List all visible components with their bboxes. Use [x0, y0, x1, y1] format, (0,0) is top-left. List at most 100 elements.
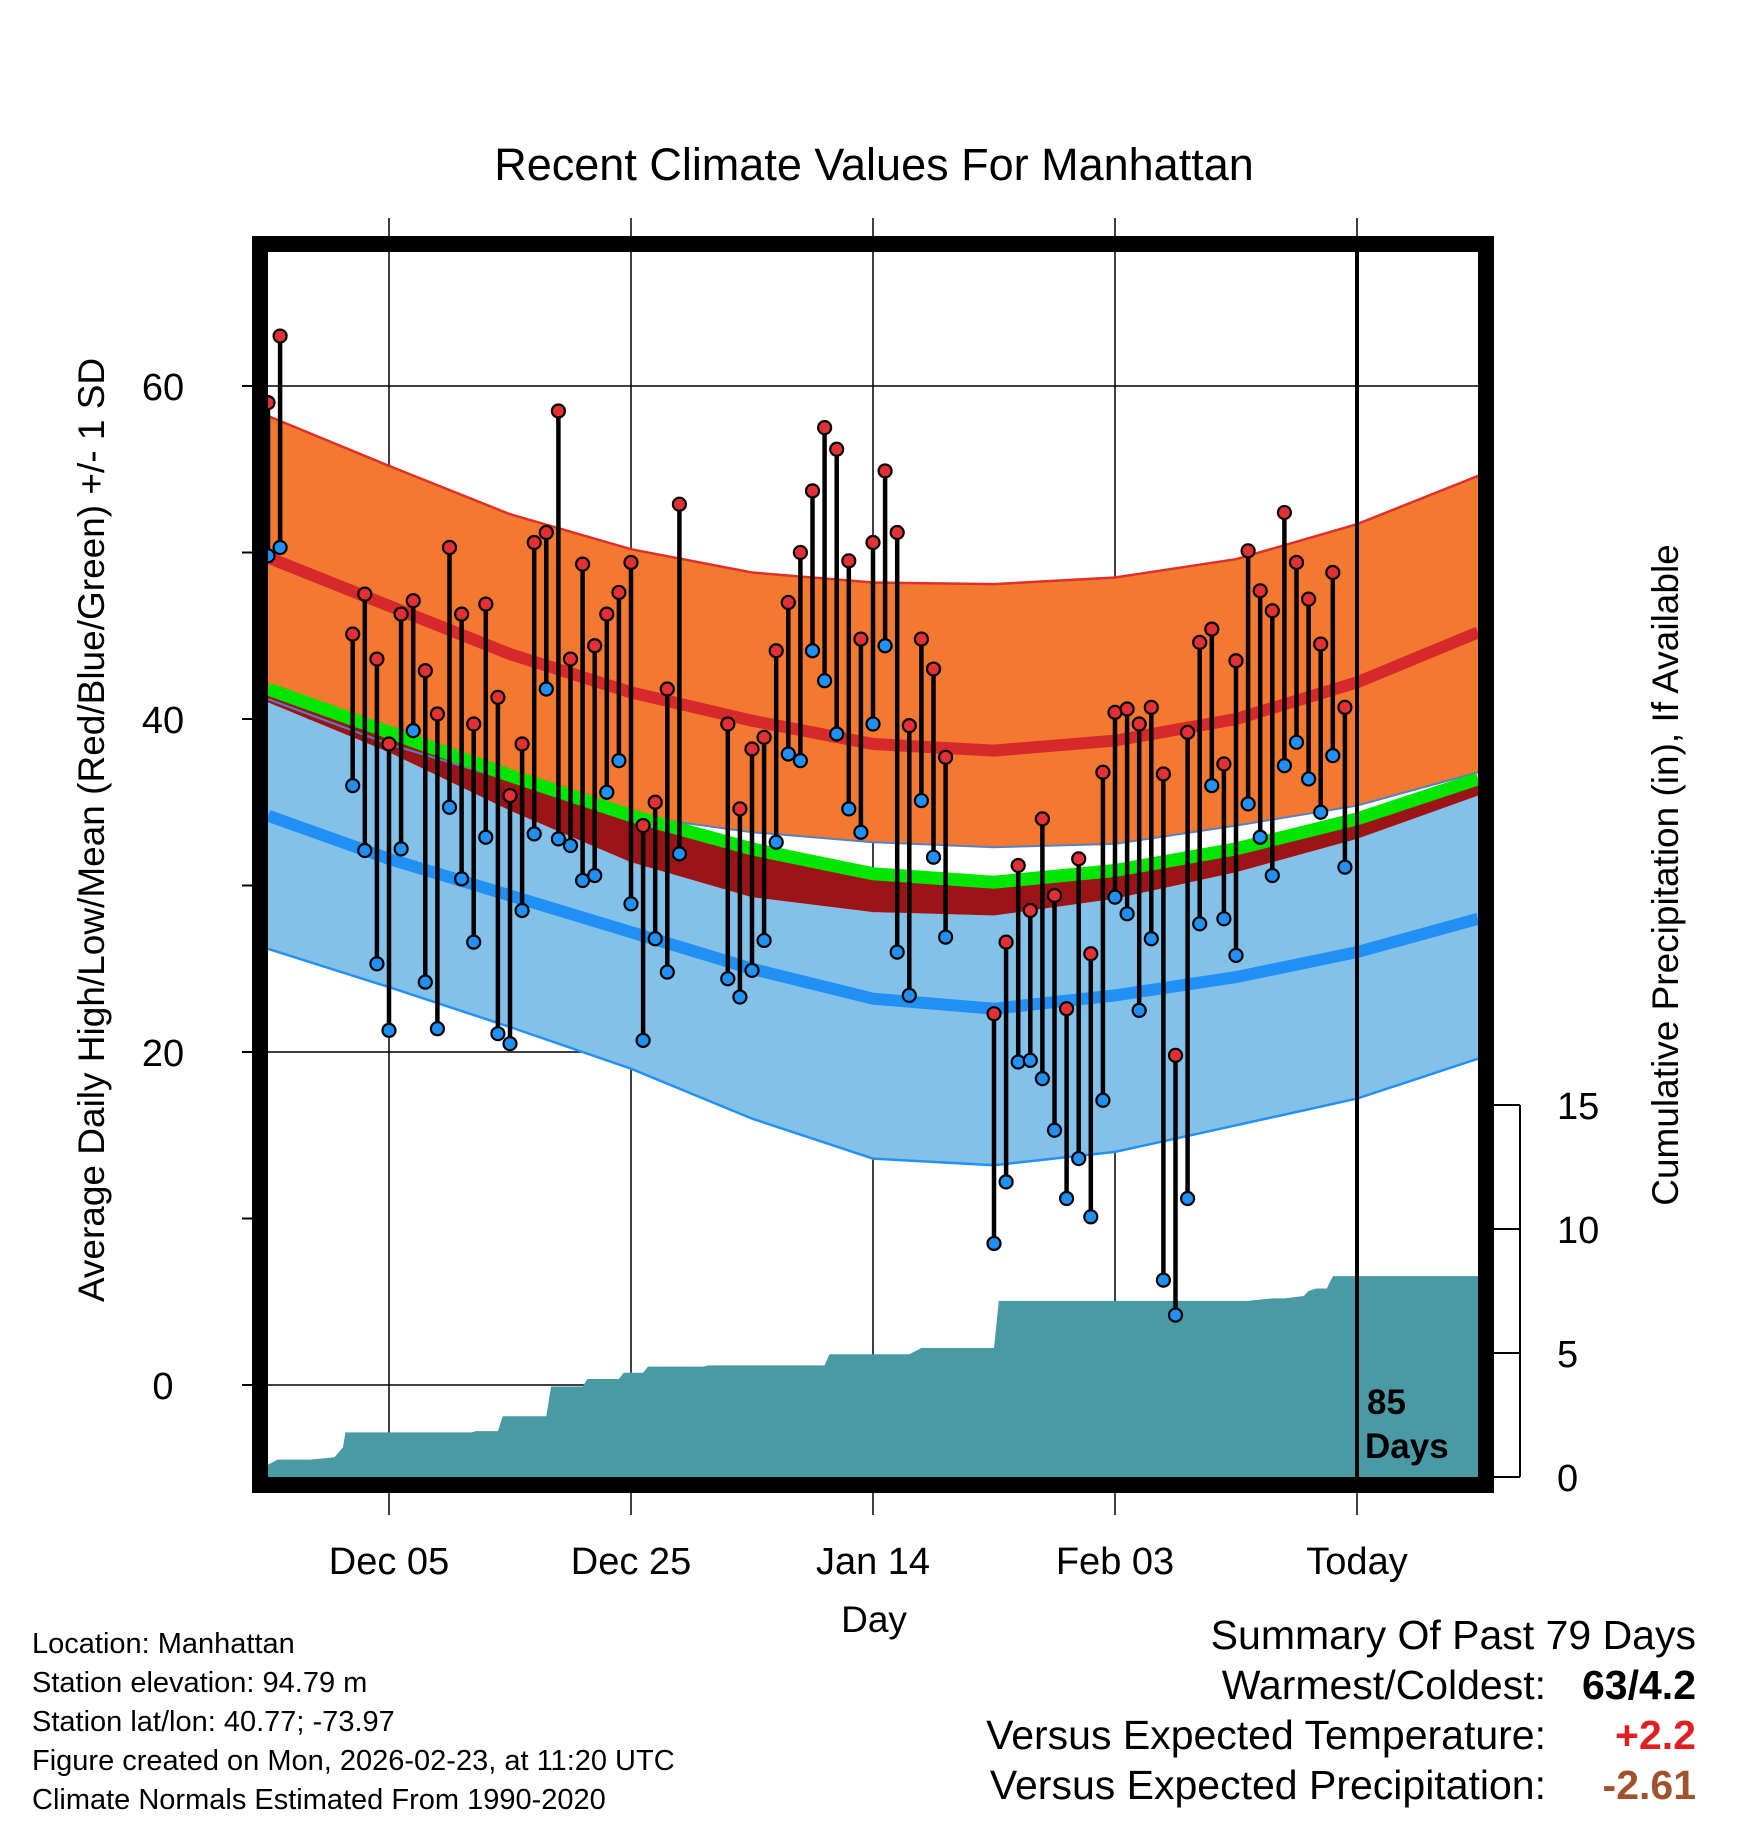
obs-high-point [357, 586, 373, 602]
obs-high-point [562, 651, 579, 667]
obs-low-point [1083, 1209, 1099, 1225]
obs-low-point [393, 841, 409, 857]
obs-high-point [816, 420, 833, 436]
summary-warm-cold: Warmest/Coldest: 63/4.2 [986, 1660, 1696, 1710]
obs-low-point [1119, 906, 1135, 922]
obs-low-point [1216, 911, 1232, 927]
obs-high-point [1071, 851, 1087, 867]
obs-low-point [1264, 867, 1280, 884]
obs-low-point [635, 1032, 651, 1048]
obs-high-point [1119, 701, 1135, 717]
summary-title-text: Summary Of Past 79 Days [1210, 1612, 1696, 1658]
obs-high-point [671, 496, 688, 512]
today-days-count: 85 [1367, 1383, 1406, 1422]
obs-high-point [1034, 811, 1051, 827]
obs-low-point [502, 1036, 518, 1052]
obs-high-point [829, 441, 845, 457]
obs-high-point [478, 596, 494, 612]
obs-high-point [611, 584, 627, 601]
precip-anomaly-label: Versus Expected Precipitation: [989, 1762, 1546, 1808]
obs-high-point [1300, 591, 1317, 607]
obs-high-point [756, 729, 772, 745]
obs-low-point [732, 989, 748, 1005]
obs-high-point [1204, 621, 1220, 637]
obs-low-point [1155, 1272, 1172, 1288]
obs-low-point [587, 867, 603, 884]
station-info: Location: Manhattan Station elevation: 9… [32, 1625, 675, 1820]
observations [260, 328, 1353, 1323]
obs-high-point [744, 741, 760, 757]
obs-high-point [986, 1006, 1002, 1022]
obs-high-point [1058, 1001, 1075, 1017]
obs-low-point [490, 1026, 506, 1042]
obs-low-point [841, 801, 857, 817]
obs-low-point [623, 896, 639, 912]
obs-low-point [1276, 758, 1293, 774]
obs-low-point [272, 539, 288, 556]
obs-high-point [768, 643, 784, 659]
obs-low-point [901, 987, 917, 1003]
obs-low-point [768, 834, 784, 850]
obs-low-point [454, 871, 470, 887]
obs-high-point [1131, 716, 1147, 732]
obs-low-point [369, 956, 385, 972]
obs-high-point [417, 663, 433, 679]
obs-high-point [877, 463, 893, 479]
temp-anomaly-label: Versus Expected Temperature: [986, 1712, 1546, 1758]
mean-line [268, 682, 1478, 889]
obs-high-point [429, 706, 445, 722]
obs-low-point [1240, 796, 1256, 812]
x-tick-label: Dec 25 [571, 1541, 691, 1583]
x-tick-label: Jan 14 [816, 1541, 930, 1583]
axis-ticks: 0 20 40 60 0 5 10 15 Dec 05 Dec 25 Jan 14 Feb 03 Tod… [142, 367, 1599, 1583]
obs-high-point [1288, 554, 1305, 571]
obs-high-point [780, 594, 796, 611]
obs-high-point [792, 544, 809, 561]
obs-low-point [1034, 1071, 1051, 1087]
obs-low-point [345, 777, 361, 794]
latlon-text: Station lat/lon: 40.77; -73.97 [32, 1706, 395, 1738]
x-axis-label: Day [841, 1599, 907, 1640]
obs-low-point [744, 962, 760, 979]
obs-low-point [526, 826, 542, 842]
obs-low-point [1337, 859, 1353, 875]
obs-high-point [1337, 699, 1353, 715]
y2-tick-label: 5 [1557, 1334, 1578, 1376]
obs-high-point [804, 483, 821, 499]
obs-low-point [829, 726, 845, 742]
high-mean-line [268, 551, 1478, 757]
obs-high-point [1155, 766, 1172, 782]
y-tick-label: 0 [152, 1366, 173, 1408]
obs-high-point [1143, 699, 1159, 715]
summary-precip: Versus Expected Precipitation: -2.61 [986, 1760, 1696, 1810]
obs-low-point [417, 974, 433, 990]
y2-axis-label: Cumulative Precipitation (in), If Availa… [1645, 544, 1686, 1206]
obs-low-point [357, 842, 373, 859]
obs-low-point [550, 831, 567, 847]
obs-low-point [1167, 1307, 1184, 1323]
summary-panel: Summary Of Past 79 Days Warmest/Coldest:… [986, 1610, 1696, 1810]
obs-high-point [454, 606, 470, 622]
obs-high-point [369, 651, 385, 667]
summary-title: Summary Of Past 79 Days [986, 1610, 1696, 1660]
obs-high-point [841, 553, 857, 569]
obs-low-point [720, 971, 736, 987]
obs-high-point [405, 593, 421, 609]
obs-high-point [853, 631, 869, 647]
x-tick-label: Today [1306, 1541, 1407, 1583]
obs-low-point [1058, 1190, 1075, 1207]
obs-low-point [998, 1174, 1014, 1190]
low-minus-sd-line [268, 947, 1478, 1167]
obs-low-point [1131, 1002, 1147, 1018]
obs-low-point [562, 837, 579, 854]
obs-high-point [1313, 636, 1329, 652]
y-axis-label: Average Daily High/Low/Mean (Red/Blue/Gr… [71, 358, 112, 1302]
today-days-label: Days [1365, 1427, 1449, 1466]
obs-high-point [1264, 603, 1280, 619]
obs-high-point [272, 328, 288, 344]
obs-high-point [913, 631, 930, 647]
obs-high-point [574, 556, 591, 572]
obs-high-point [1167, 1047, 1184, 1063]
obs-low-point [1010, 1054, 1026, 1070]
precip-anomaly-value: -2.61 [1602, 1762, 1696, 1808]
